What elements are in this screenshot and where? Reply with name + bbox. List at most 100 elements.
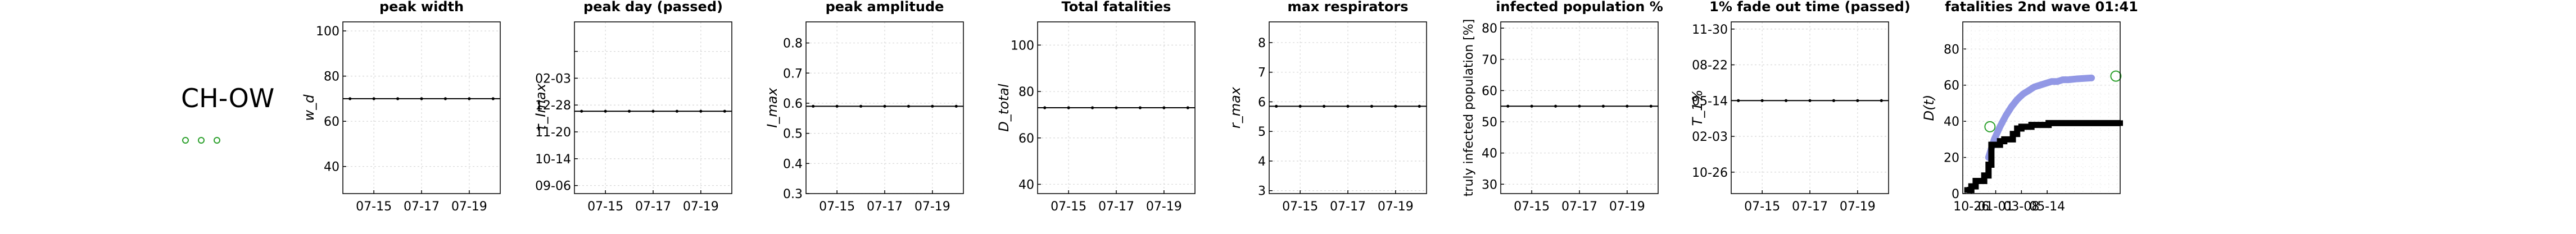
observed-point	[2010, 131, 2016, 137]
data-point	[651, 109, 655, 113]
data-point	[1275, 104, 1278, 108]
observed-point	[1988, 142, 1994, 148]
y-tick-label: 8	[1258, 36, 1266, 51]
plot-frame	[342, 21, 501, 194]
data-point	[1760, 99, 1764, 102]
y-axis-label: truly infected population [%]	[1462, 19, 1476, 196]
y-tick-label: 100	[316, 25, 339, 39]
chart-title: infected population %	[1496, 0, 1663, 15]
y-tick-label: 6	[1258, 95, 1266, 109]
x-tick-label: 05-14	[2029, 200, 2065, 214]
y-tick-label: 60	[1482, 84, 1497, 98]
y-tick-label: 80	[1482, 22, 1497, 36]
plot-frame	[1500, 21, 1659, 194]
y-tick-label: 7	[1258, 66, 1266, 80]
data-point	[1418, 104, 1421, 108]
y-tick-label: 60	[324, 115, 339, 129]
y-tick-label: 40	[1944, 115, 1959, 129]
data-point	[604, 109, 607, 113]
x-tick-label: 07-17	[404, 200, 440, 214]
y-tick-label: 3	[1258, 185, 1266, 199]
chart-title: Total fatalities	[1062, 0, 1171, 15]
region-label: CH-OW	[181, 83, 275, 113]
x-tick-label: 07-17	[1561, 200, 1597, 214]
data-point	[396, 97, 400, 100]
observed-point	[1981, 172, 1988, 178]
observed-point	[2005, 136, 2012, 143]
y-tick-label: 80	[1018, 85, 1034, 99]
observed-point	[2001, 136, 2007, 143]
data-point	[1067, 106, 1070, 109]
y-tick-label: 10-14	[535, 153, 571, 167]
data-point	[1138, 106, 1142, 109]
y-tick-label: 4	[1258, 155, 1266, 169]
y-tick-label: 0.6	[783, 97, 803, 111]
plot-frame	[805, 21, 964, 194]
plot-frame	[1269, 21, 1427, 194]
y-tick-label: 0.5	[783, 127, 803, 141]
y-tick-label: 12-28	[535, 99, 571, 113]
x-tick-label: 07-19	[683, 200, 719, 214]
data-point	[1626, 104, 1629, 108]
data-point	[372, 97, 375, 100]
x-tick-label: 03-08	[2003, 200, 2039, 214]
x-tick-label: 07-17	[1098, 200, 1134, 214]
legend-markers	[182, 137, 220, 144]
legend-marker-1	[182, 137, 189, 144]
data-point	[723, 109, 726, 113]
data-point	[1737, 99, 1740, 102]
x-tick-label: 07-15	[1744, 200, 1780, 214]
data-point	[954, 104, 958, 108]
observed-point	[2089, 120, 2095, 126]
x-tick-label: 07-15	[1514, 200, 1550, 214]
y-tick-label: 0.8	[783, 37, 803, 51]
data-point	[1808, 99, 1812, 102]
y-axis-label: T_1%	[1690, 90, 1705, 126]
data-point	[699, 109, 703, 113]
y-tick-label: 02-03	[1692, 130, 1728, 144]
y-tick-label: 40	[324, 160, 339, 175]
chart-title: max respirators	[1288, 0, 1409, 15]
observed-point	[1997, 138, 2003, 144]
data-point	[859, 104, 863, 108]
x-tick-label: 07-17	[867, 200, 903, 214]
y-tick-label: 5	[1258, 125, 1266, 139]
plot-frame	[574, 21, 732, 194]
data-point	[1649, 104, 1653, 108]
projection-curve	[1985, 74, 2095, 161]
observed-point	[1993, 142, 1999, 148]
y-axis-label: w_d	[301, 94, 317, 121]
data-point	[1186, 106, 1189, 109]
x-tick-label: 07-19	[1146, 200, 1182, 214]
y-tick-label: 0.4	[783, 157, 803, 171]
data-point	[1506, 104, 1510, 108]
observed-fatalities	[1967, 120, 2120, 194]
data-point	[468, 97, 471, 100]
x-tick-label: 07-19	[1840, 200, 1876, 214]
observed-point	[1977, 178, 1983, 184]
chart-title: peak day (passed)	[583, 0, 723, 15]
x-tick-label: 07-17	[1330, 200, 1366, 214]
x-tick-label: 07-15	[1282, 200, 1318, 214]
plot-frame	[1037, 21, 1196, 194]
y-axis-label: I_max	[764, 88, 780, 128]
y-tick-label: 0	[1952, 187, 1959, 201]
data-point	[491, 97, 495, 100]
data-point	[835, 104, 839, 108]
data-point	[420, 97, 423, 100]
data-point	[1162, 106, 1166, 109]
y-axis-label: D_total	[996, 84, 1012, 132]
y-tick-label: 09-06	[535, 180, 571, 194]
y-tick-label: 40	[1018, 178, 1034, 192]
data-point	[1554, 104, 1558, 108]
x-tick-label: 07-19	[1378, 200, 1414, 214]
observed-point	[1964, 187, 1970, 193]
data-point	[1601, 104, 1605, 108]
data-point	[580, 109, 583, 113]
x-tick-label: 07-15	[1051, 200, 1086, 214]
observed-point	[1985, 162, 1991, 168]
data-point	[1856, 99, 1859, 102]
plot-frame	[1962, 21, 2121, 194]
observed-point	[2060, 120, 2066, 126]
